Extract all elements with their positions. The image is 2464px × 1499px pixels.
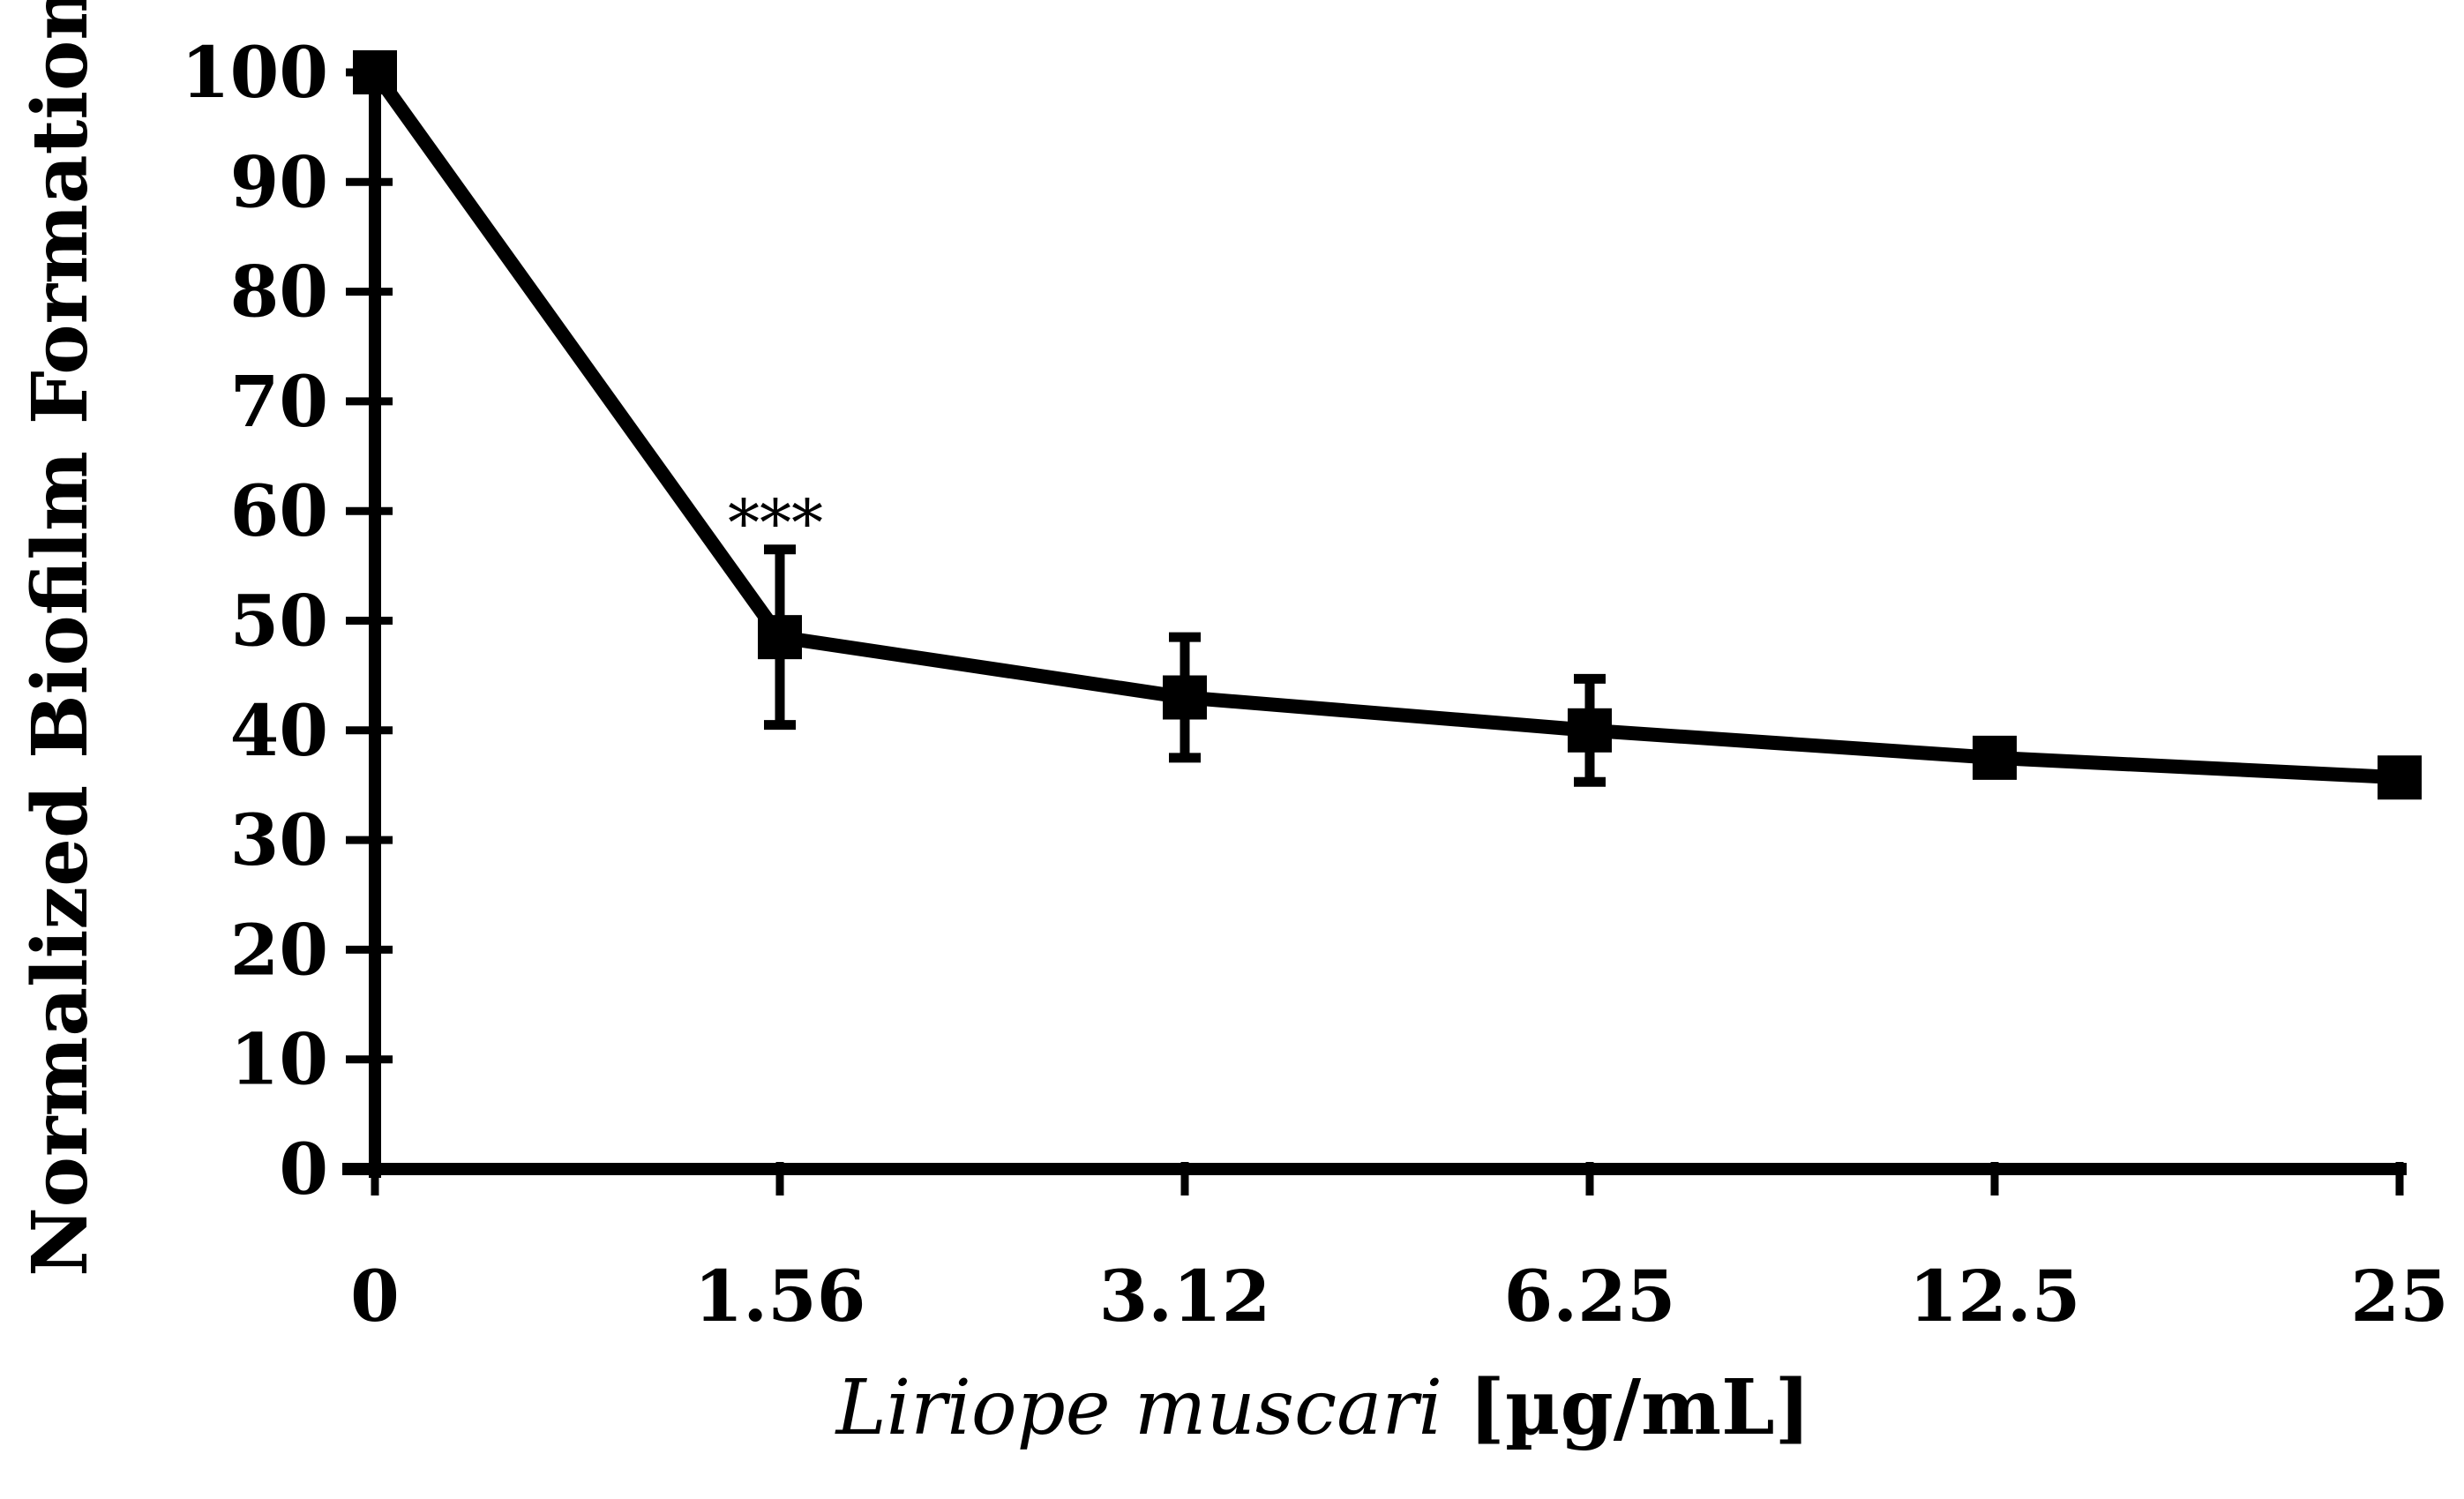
x-ticks: 0 1.56 3.12 6.25 12.5 25: [350, 1162, 2449, 1338]
y-tick-label: 40: [230, 689, 328, 772]
y-tick-label: 90: [230, 140, 328, 223]
x-axis-label: Liriope muscari [µg/mL]: [835, 1363, 1811, 1452]
y-ticks: 0 10 20 30 40 50 60 70 80 90 100: [181, 31, 393, 1210]
y-axis-label: Normalized Biofilm Formation: [16, 0, 105, 1277]
y-tick-label: 60: [230, 469, 328, 552]
x-tick-label: 25: [2350, 1255, 2448, 1338]
axes: [342, 59, 2407, 1178]
y-tick-label: 0: [279, 1128, 328, 1210]
x-tick-label: 12.5: [1909, 1255, 2081, 1338]
data-point-marker: [353, 50, 397, 94]
significance-annotation: ***: [728, 486, 823, 560]
data-point-marker: [2378, 755, 2422, 800]
data-point-marker: [1973, 735, 2017, 780]
x-tick-label: 6.25: [1504, 1255, 1676, 1338]
y-tick-label: 10: [230, 1018, 328, 1101]
data-point-marker: [1568, 708, 1612, 753]
x-axis-label-species: Liriope muscari: [835, 1364, 1442, 1452]
x-tick-label: 0: [350, 1255, 400, 1338]
y-tick-label: 20: [230, 908, 328, 991]
y-tick-label: 70: [230, 360, 328, 443]
x-tick-label: 1.56: [694, 1255, 866, 1338]
y-tick-label: 80: [230, 251, 328, 334]
series-lines: [369, 68, 2400, 785]
data-point-marker: [1163, 675, 1207, 720]
data-points: [353, 50, 2422, 800]
data-point-marker: [758, 615, 802, 660]
annotations: ***: [728, 486, 823, 560]
series-line: [369, 68, 2400, 785]
y-tick-label: 50: [230, 580, 328, 663]
y-tick-label: 100: [181, 31, 328, 114]
x-tick-label: 3.12: [1099, 1255, 1271, 1338]
x-axis-label-unit: [µg/mL]: [1442, 1363, 1810, 1452]
y-tick-label: 30: [230, 798, 328, 881]
